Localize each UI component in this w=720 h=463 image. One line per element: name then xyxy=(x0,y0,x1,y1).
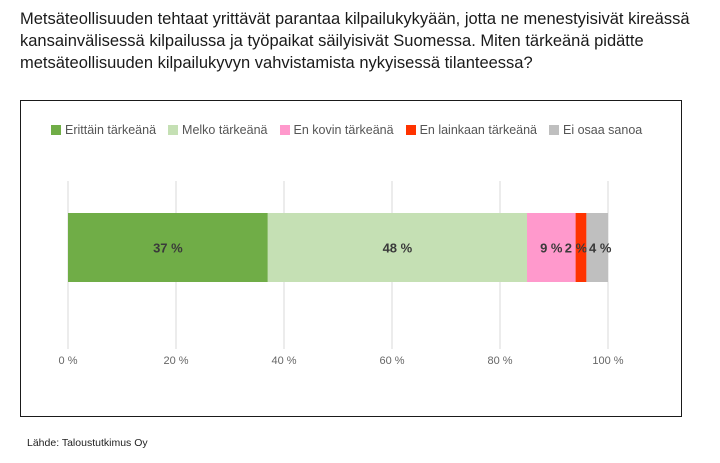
legend-swatch xyxy=(168,125,179,135)
bar-segment xyxy=(586,213,608,282)
data-label: 48 % xyxy=(383,241,413,256)
question-text: Metsäteollisuuden tehtaat yrittävät para… xyxy=(20,10,690,72)
stacked-bar-chart: 0 % 20 % 40 % 60 % 80 % 100 % 37 % 48 % 9 % 2 % 4 … xyxy=(59,181,624,367)
data-label: 2 % xyxy=(565,241,588,256)
legend-item: Melko tärkeänä xyxy=(168,123,268,137)
x-tick-label: 60 % xyxy=(379,355,404,367)
legend-label: En kovin tärkeänä xyxy=(293,123,394,137)
data-label: 4 % xyxy=(589,241,612,256)
chart-legend: Erittäin tärkeänä Melko tärkeänä En kovin … xyxy=(51,123,642,137)
legend-swatch xyxy=(549,125,560,135)
x-tick-label: 0 % xyxy=(59,355,78,367)
bar-segment xyxy=(575,213,587,282)
legend-label: Ei osaa sanoa xyxy=(563,123,643,137)
legend-swatch xyxy=(405,125,416,135)
source-note: Lähde: Taloustutkimus Oy xyxy=(27,437,148,449)
bar-segment xyxy=(527,213,576,282)
legend-swatch xyxy=(279,125,290,135)
legend-item: En lainkaan tärkeänä xyxy=(405,123,538,137)
x-tick-label: 40 % xyxy=(271,355,296,367)
legend-item: En kovin tärkeänä xyxy=(279,123,394,137)
chart-frame: Erittäin tärkeänä Melko tärkeänä En kovin … xyxy=(20,100,682,417)
x-tick-label: 20 % xyxy=(163,355,188,367)
legend-label: Erittäin tärkeänä xyxy=(65,123,157,137)
legend-item: Erittäin tärkeänä xyxy=(51,123,156,137)
data-label: 9 % xyxy=(540,241,563,256)
bar-segment xyxy=(267,213,527,282)
data-label: 37 % xyxy=(153,241,183,256)
legend-swatch xyxy=(51,125,61,135)
legend-label: Melko tärkeänä xyxy=(182,123,268,137)
legend-label: En lainkaan tärkeänä xyxy=(419,123,538,137)
legend-item: Ei osaa sanoa xyxy=(549,123,642,137)
x-tick-label: 100 % xyxy=(592,355,623,367)
bar-segment xyxy=(68,213,268,282)
x-tick-label: 80 % xyxy=(487,355,512,367)
